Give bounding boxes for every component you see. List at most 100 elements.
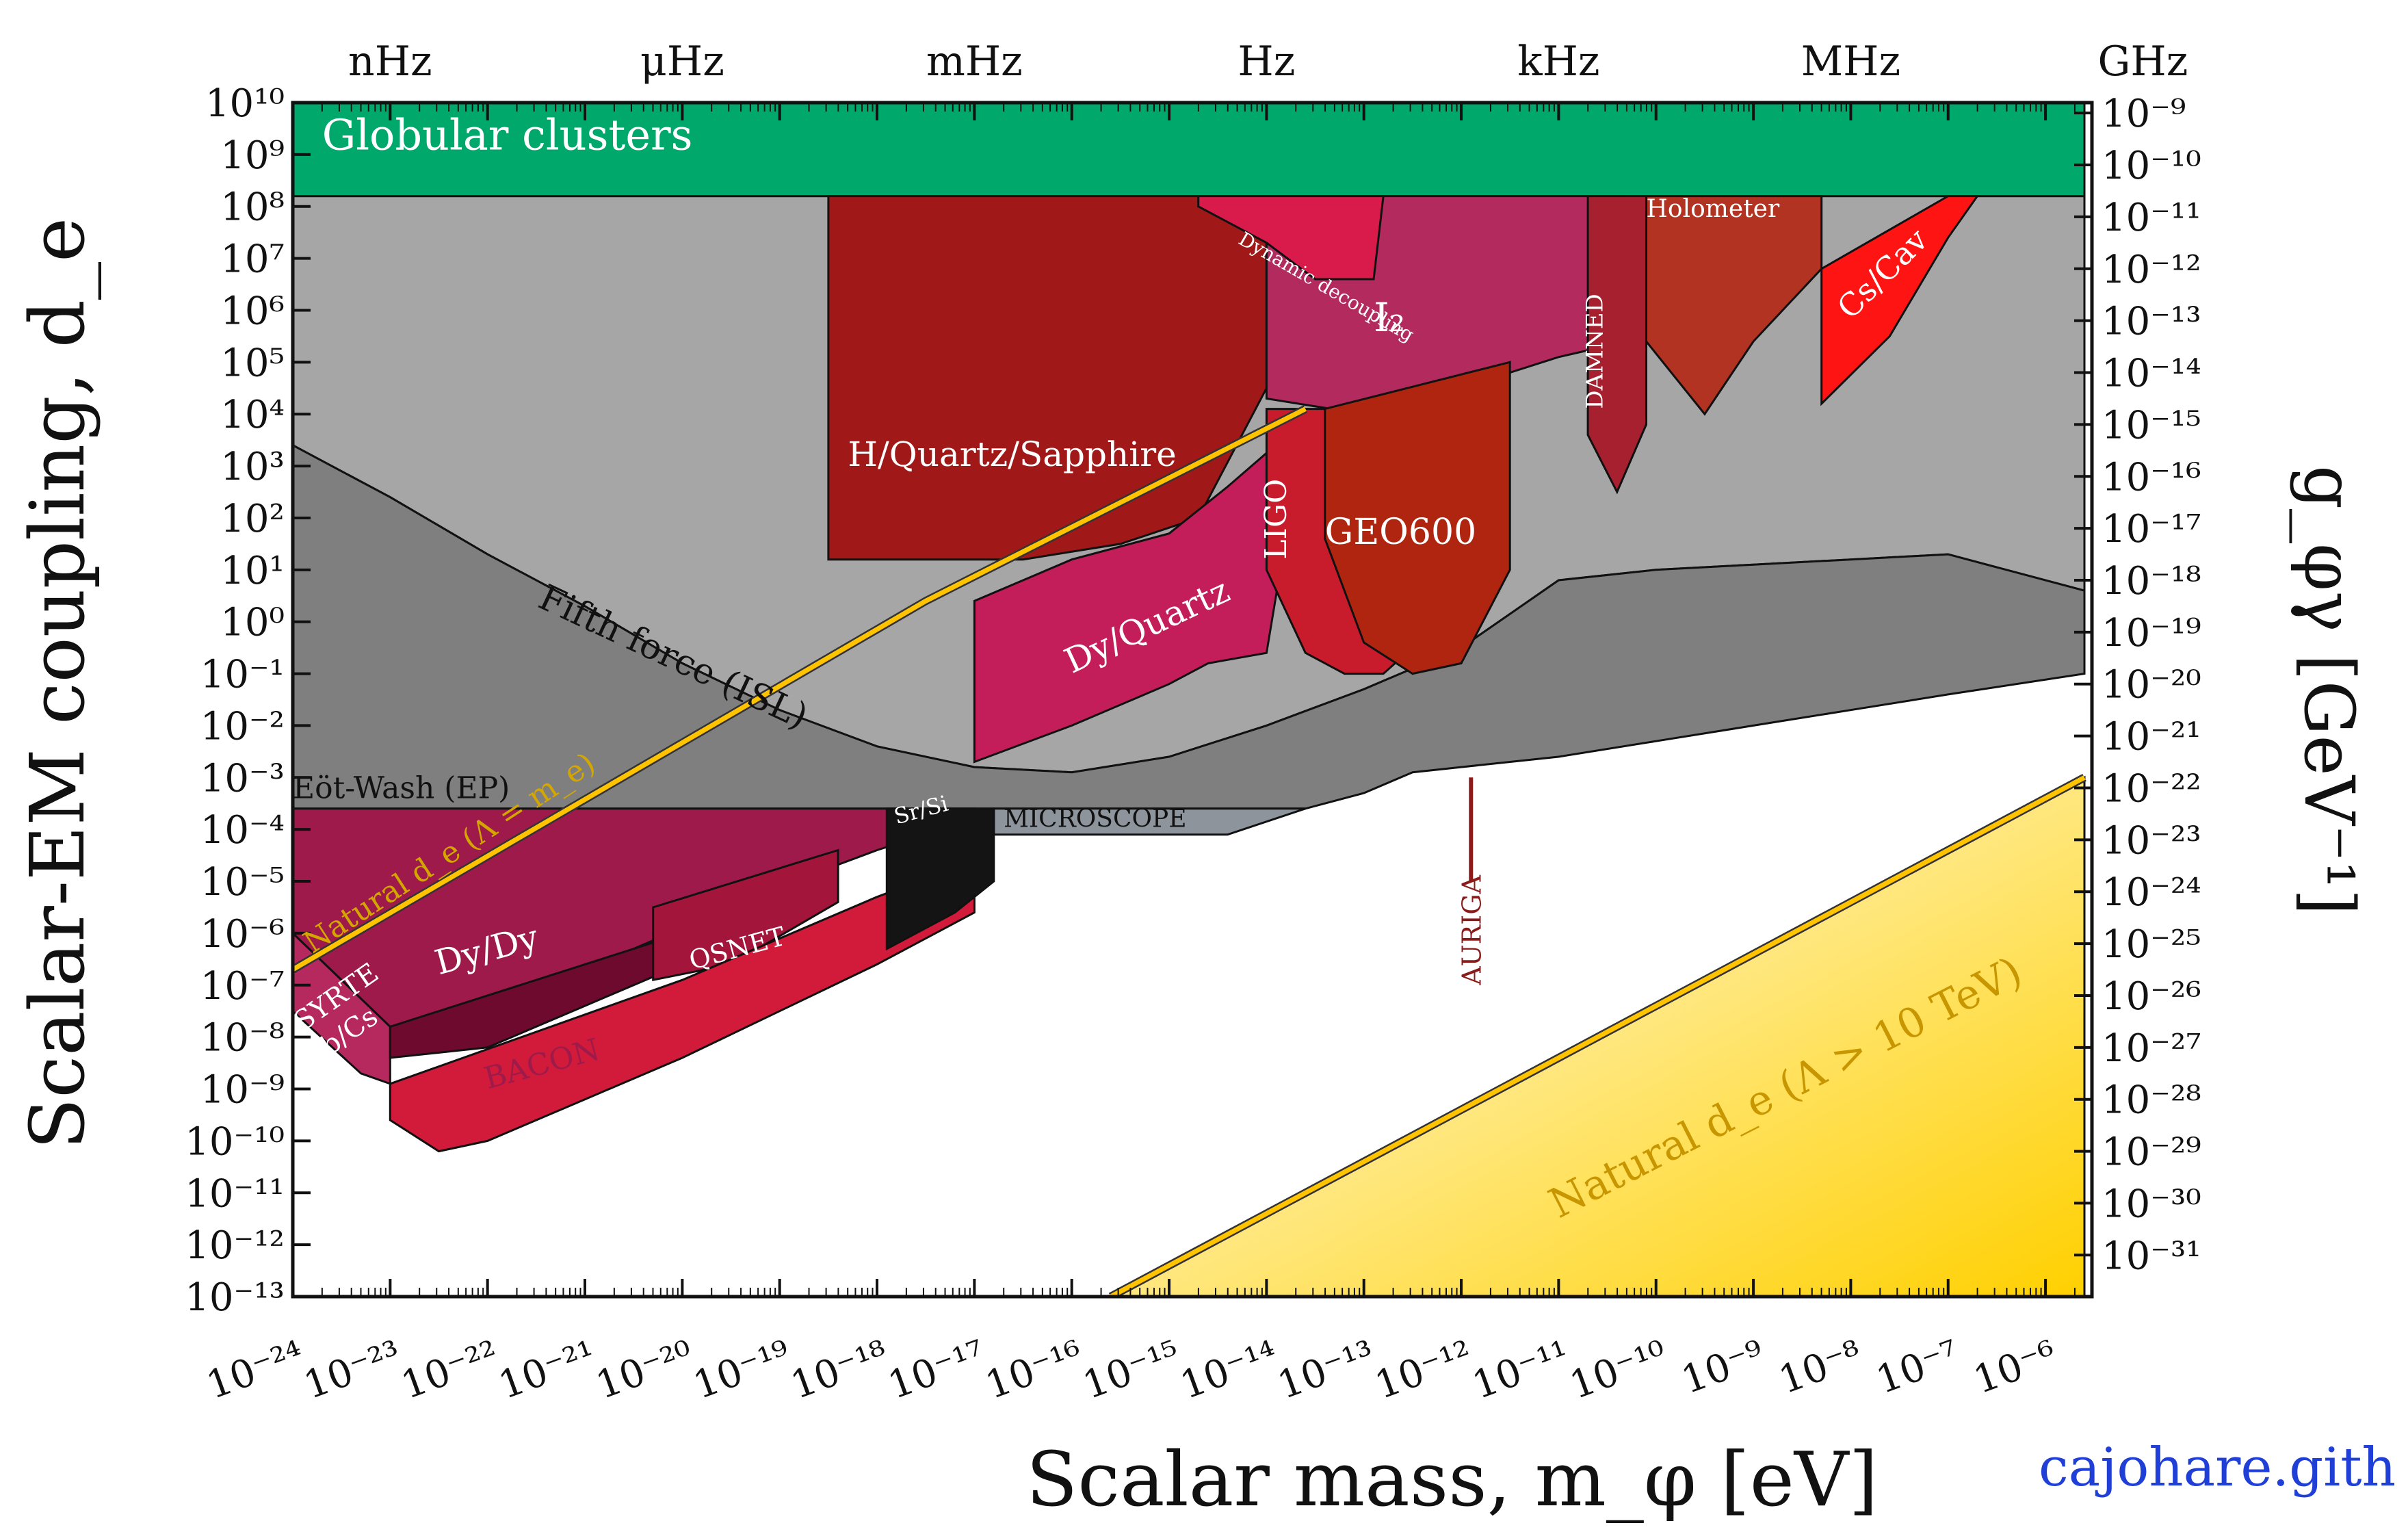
label-h-quartz-sapphire: H/Quartz/Sapphire [848, 434, 1176, 474]
x-tick-label: 10⁻¹⁴ [1175, 1332, 1283, 1408]
y2-tick-label: 10⁻¹³ [2102, 300, 2201, 344]
y-tick-label: 10⁻⁷ [200, 964, 285, 1009]
x-tick-label: 10⁻⁹ [1676, 1332, 1770, 1403]
y-tick-label: 10² [220, 497, 285, 541]
label-auriga: AURIGA [1457, 874, 1487, 985]
region-holometer [1645, 195, 1823, 416]
y2-tick-label: 10⁻¹⁵ [2102, 403, 2201, 447]
label-globular-clusters: Globular clusters [322, 109, 693, 159]
y-tick-label: 10¹ [220, 549, 285, 593]
plot-frame [291, 101, 2094, 1299]
y2-tick-label: 10⁻²⁸ [2102, 1078, 2201, 1123]
region-ptb [389, 859, 976, 1153]
label-e-t-wash-ep: Eöt-Wash (EP) [293, 771, 510, 806]
x-tick-label: 10⁻⁶ [1968, 1332, 2063, 1403]
x-tick-label: 10⁻¹¹ [1467, 1332, 1575, 1408]
y2-tick-label: 10⁻²⁶ [2102, 974, 2201, 1019]
x-tick-label: 10⁻⁷ [1870, 1332, 1965, 1403]
y-tick-label: 10⁻⁴ [200, 808, 285, 853]
region-h-quartz-sapphire [827, 195, 1268, 561]
y-tick-label: 10⁻¹³ [185, 1275, 285, 1320]
x-tick-label: 10⁻²¹ [493, 1332, 602, 1408]
y2-tick-label: 10⁻²⁰ [2102, 663, 2201, 707]
region-cs-cav [1820, 195, 1980, 406]
y-tick-label: 10⁸ [220, 185, 285, 230]
x-tick-label: 10⁻²³ [298, 1332, 407, 1408]
y2-tick-label: 10⁻²² [2102, 766, 2201, 811]
y-tick-label: 10¹⁰ [205, 81, 285, 126]
region-dynamic-decoupling [1197, 195, 1385, 281]
y-tick-label: 10⁻⁶ [200, 912, 285, 957]
region-qsnet [652, 848, 839, 982]
top-frequency-label: kHz [1517, 38, 1599, 86]
y2-tick-label: 10⁻²¹ [2102, 715, 2201, 759]
top-frequency-label: Hz [1238, 38, 1295, 86]
y-tick-label: 10⁻³ [200, 756, 285, 801]
y-tick-label: 10⁻¹⁰ [185, 1119, 285, 1164]
top-frequency-label: μHz [640, 38, 724, 86]
region-syrte-rb-cs [293, 931, 391, 1086]
y2-tick-label: 10⁻¹⁴ [2102, 352, 2201, 396]
y-tick-label: 10⁻¹² [185, 1223, 285, 1268]
x-tick-label: 10⁻¹⁸ [785, 1332, 894, 1408]
region-globular-clusters [293, 103, 2086, 198]
region-sr-si [885, 807, 995, 951]
y-tick-label: 10⁰ [220, 601, 285, 645]
y2-tick-label: 10⁻¹⁶ [2102, 455, 2201, 499]
y2-tick-label: 10⁻²³ [2102, 818, 2201, 863]
y-tick-label: 10⁻² [200, 704, 285, 749]
y-tick-label: 10⁵ [220, 341, 285, 385]
y-tick-label: 10⁻¹ [200, 653, 285, 697]
y-tick-label: 10⁻⁸ [200, 1016, 285, 1061]
natural-10tev-boundary [1109, 775, 2086, 1297]
y2-tick-label: 10⁻¹⁸ [2102, 559, 2201, 603]
x-tick-label: 10⁻¹⁷ [882, 1332, 991, 1408]
x-tick-label: 10⁻²² [395, 1332, 504, 1408]
label-i: I₂ [1374, 294, 1405, 341]
y2-tick-label: 10⁻²⁵ [2102, 922, 2201, 967]
y2-tick-label: 10⁻⁹ [2102, 92, 2186, 136]
region-dy-quartz [973, 416, 1307, 764]
y-tick-label: 10⁻⁵ [200, 860, 285, 905]
y-tick-label: 10⁻¹¹ [185, 1171, 285, 1216]
x-axis-title: Scalar mass, m_φ [eV] [1026, 1436, 1878, 1523]
y-tick-label: 10³ [220, 445, 285, 489]
x-tick-label: 10⁻¹³ [1272, 1332, 1380, 1408]
x-tick-label: 10⁻¹⁶ [980, 1332, 1088, 1408]
label-holometer: Holometer [1647, 195, 1780, 223]
x-tick-label: 10⁻¹² [1370, 1332, 1478, 1408]
top-frequency-label: MHz [1801, 38, 1900, 86]
x-tick-label: 10⁻¹⁰ [1564, 1332, 1673, 1408]
top-frequency-label: mHz [926, 38, 1023, 86]
top-frequency-label: GHz [2097, 38, 2188, 86]
y2-tick-label: 10⁻¹⁷ [2102, 507, 2201, 551]
line-natural-d-e-m-e [293, 406, 1307, 972]
credit-link[interactable]: cajohare.github.io [2039, 1437, 2394, 1498]
y2-axis-title: g_φγ [GeV⁻¹] [2289, 465, 2369, 916]
y-axis-title: Scalar-EM coupling, d_e [14, 218, 101, 1150]
x-tick-label: 10⁻²⁰ [590, 1332, 699, 1408]
region-geo600 [1324, 361, 1511, 675]
y-tick-label: 10⁹ [220, 133, 285, 178]
y-tick-label: 10⁴ [220, 393, 285, 437]
y2-tick-label: 10⁻¹² [2102, 248, 2201, 292]
y2-tick-label: 10⁻¹¹ [2102, 196, 2201, 240]
x-tick-label: 10⁻¹⁵ [1077, 1332, 1186, 1408]
region-damned [1586, 195, 1647, 495]
x-tick-label: 10⁻¹⁹ [688, 1332, 796, 1408]
y2-tick-label: 10⁻¹⁹ [2102, 611, 2201, 655]
label-ligo: LIGO [1259, 479, 1294, 560]
y-tick-label: 10⁷ [220, 237, 285, 282]
label-damned: DAMNED [1581, 294, 1608, 408]
y-tick-label: 10⁶ [220, 289, 285, 333]
label-microscope: MICROSCOPE [1004, 805, 1186, 833]
y2-tick-label: 10⁻²⁷ [2102, 1026, 2201, 1071]
y2-tick-label: 10⁻³¹ [2102, 1234, 2201, 1278]
plot-area [293, 103, 2086, 1297]
region-e-t-wash-ep [293, 443, 2086, 810]
y2-tick-label: 10⁻²⁴ [2102, 870, 2201, 915]
top-frequency-label: nHz [348, 38, 432, 86]
label-geo600: GEO600 [1325, 512, 1476, 553]
y2-tick-label: 10⁻³⁰ [2102, 1182, 2201, 1226]
